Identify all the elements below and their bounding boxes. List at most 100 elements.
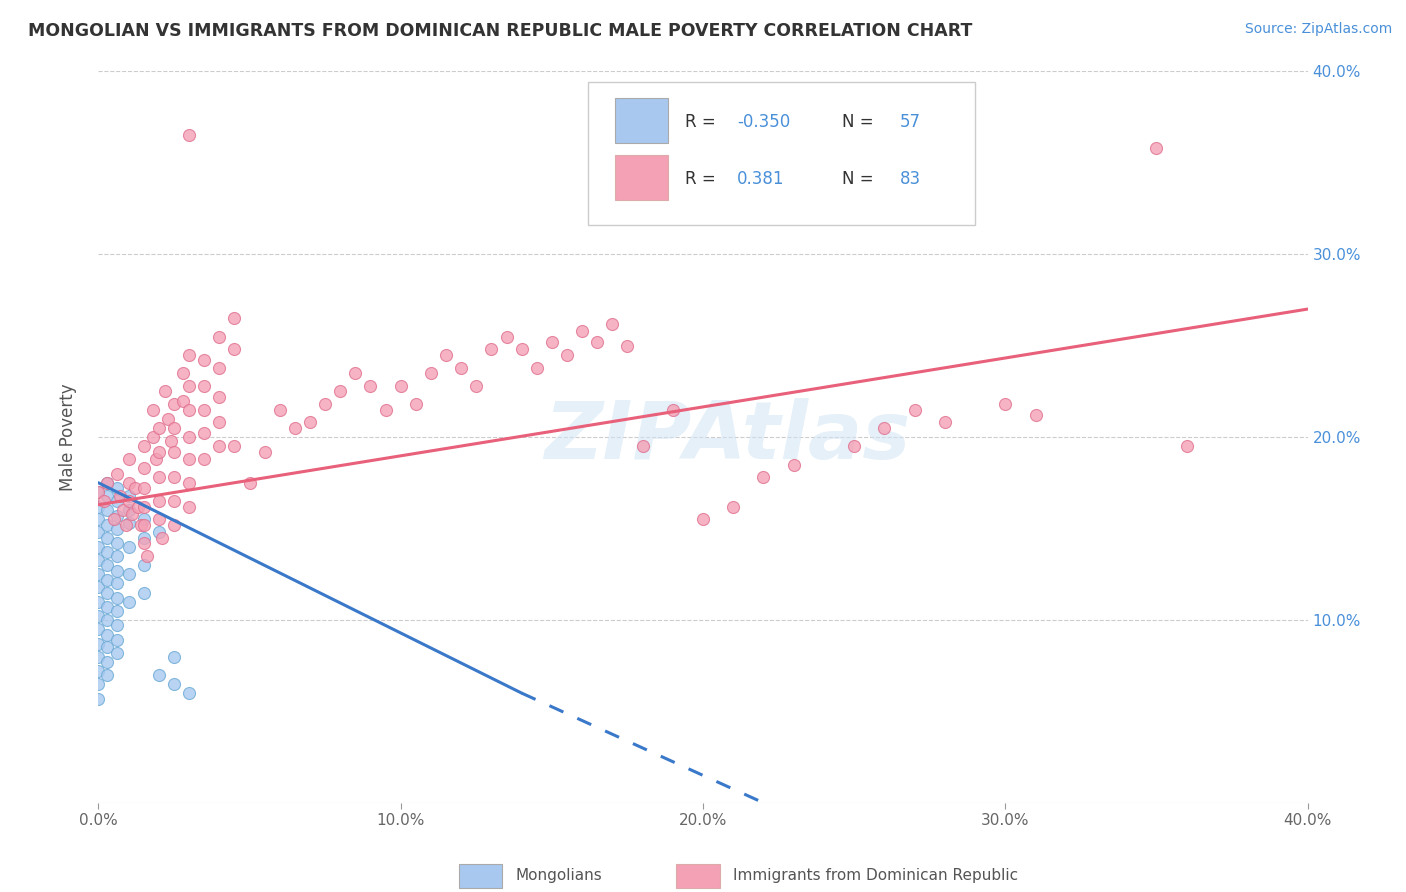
Point — [96, 667, 118, 681]
Point — [114, 517, 136, 532]
Point — [148, 494, 170, 508]
Point — [96, 558, 118, 573]
Point — [239, 475, 262, 490]
Point — [179, 402, 201, 417]
Point — [389, 379, 412, 393]
Point — [179, 475, 201, 490]
Point — [193, 353, 215, 368]
Point — [586, 334, 609, 349]
Point — [148, 444, 170, 458]
Point — [87, 649, 110, 664]
Point — [132, 439, 155, 453]
Point — [904, 402, 927, 417]
Point — [87, 485, 110, 500]
Point — [118, 503, 141, 517]
Point — [314, 397, 336, 411]
Point — [96, 585, 118, 599]
Point — [193, 426, 215, 441]
Point — [87, 525, 110, 540]
Point — [132, 531, 155, 545]
Point — [269, 402, 291, 417]
Point — [87, 691, 110, 706]
Point — [148, 470, 170, 484]
Point — [661, 402, 683, 417]
Point — [96, 475, 118, 490]
Point — [105, 481, 128, 495]
Point — [142, 402, 165, 417]
Point — [96, 627, 118, 641]
Point — [172, 393, 194, 408]
Point — [96, 489, 118, 503]
Point — [105, 576, 128, 591]
Point — [1144, 141, 1167, 155]
Point — [121, 507, 143, 521]
Point — [208, 360, 231, 375]
Point — [752, 470, 775, 484]
Point — [105, 633, 128, 648]
Point — [93, 494, 115, 508]
Point — [118, 489, 141, 503]
Point — [602, 317, 624, 331]
Point — [1175, 439, 1198, 453]
Point — [132, 585, 155, 599]
Point — [87, 567, 110, 582]
Point — [96, 655, 118, 669]
Point — [96, 531, 118, 545]
Point — [148, 525, 170, 540]
Point — [87, 580, 110, 594]
Point — [616, 338, 638, 352]
Point — [132, 461, 155, 475]
Point — [105, 536, 128, 550]
Point — [96, 600, 118, 615]
Point — [163, 649, 186, 664]
Point — [118, 594, 141, 608]
FancyBboxPatch shape — [676, 863, 720, 888]
Point — [179, 379, 201, 393]
Point — [87, 552, 110, 566]
Point — [179, 500, 201, 514]
Point — [156, 412, 179, 426]
Text: R =: R = — [685, 169, 721, 188]
Y-axis label: Male Poverty: Male Poverty — [59, 384, 77, 491]
Point — [96, 503, 118, 517]
Point — [148, 421, 170, 435]
Point — [111, 503, 134, 517]
Point — [105, 549, 128, 563]
Point — [555, 348, 578, 362]
Point — [145, 452, 167, 467]
Point — [160, 434, 183, 448]
Point — [87, 500, 110, 514]
Text: Mongolians: Mongolians — [516, 869, 602, 883]
FancyBboxPatch shape — [588, 82, 976, 225]
Point — [163, 677, 186, 691]
Text: ZIPAtlas: ZIPAtlas — [544, 398, 910, 476]
Point — [163, 397, 186, 411]
Point — [360, 379, 382, 393]
Point — [103, 512, 125, 526]
Point — [132, 512, 155, 526]
Point — [465, 379, 488, 393]
Point — [994, 397, 1017, 411]
Point — [87, 637, 110, 651]
Point — [96, 613, 118, 627]
Point — [873, 421, 896, 435]
Point — [118, 567, 141, 582]
Text: Immigrants from Dominican Republic: Immigrants from Dominican Republic — [734, 869, 1018, 883]
Point — [105, 508, 128, 523]
Point — [450, 360, 472, 375]
Point — [193, 379, 215, 393]
Point — [87, 609, 110, 624]
Point — [193, 402, 215, 417]
Point — [163, 494, 186, 508]
Point — [179, 452, 201, 467]
Point — [783, 458, 806, 472]
Point — [132, 500, 155, 514]
Point — [87, 622, 110, 636]
Point — [129, 517, 152, 532]
Point — [163, 470, 186, 484]
Point — [208, 439, 231, 453]
Point — [87, 485, 110, 500]
Point — [344, 366, 367, 380]
Text: MONGOLIAN VS IMMIGRANTS FROM DOMINICAN REPUBLIC MALE POVERTY CORRELATION CHART: MONGOLIAN VS IMMIGRANTS FROM DOMINICAN R… — [28, 22, 973, 40]
Point — [723, 500, 745, 514]
